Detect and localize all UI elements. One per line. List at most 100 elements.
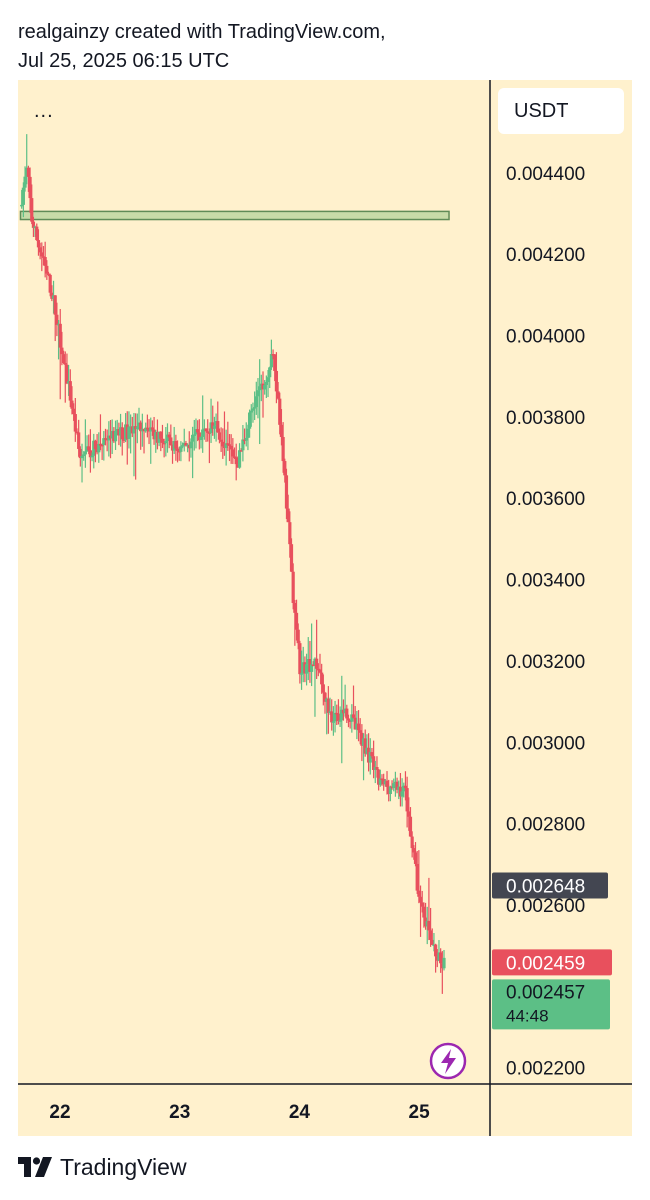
candle-body[interactable] <box>139 422 143 432</box>
candle-body[interactable] <box>65 364 69 384</box>
candle-body[interactable] <box>326 698 330 713</box>
candle-body[interactable] <box>392 783 396 789</box>
candle-body[interactable] <box>288 522 292 545</box>
candle-body[interactable] <box>383 780 387 785</box>
candle-body[interactable] <box>90 455 94 458</box>
candle-body[interactable] <box>400 791 404 797</box>
candle-body[interactable] <box>174 441 178 449</box>
candle-body[interactable] <box>221 441 225 447</box>
candle-body[interactable] <box>398 786 403 797</box>
candle-body[interactable] <box>232 456 237 458</box>
candle-body[interactable] <box>108 435 113 439</box>
candle-body[interactable] <box>212 425 217 429</box>
candle-body[interactable] <box>385 780 389 787</box>
candle-body[interactable] <box>289 544 294 572</box>
candle-body[interactable] <box>291 571 295 604</box>
candle-body[interactable] <box>351 714 356 718</box>
candle-body[interactable] <box>155 431 160 443</box>
candle-body[interactable] <box>412 848 416 853</box>
candle-body[interactable] <box>197 432 201 441</box>
candle-body[interactable] <box>40 252 44 257</box>
candle-body[interactable] <box>129 426 133 428</box>
candle-body[interactable] <box>244 437 248 441</box>
candle-body[interactable] <box>318 669 322 673</box>
candle-body[interactable] <box>425 920 429 927</box>
candle-body[interactable] <box>368 752 372 763</box>
candle-body[interactable] <box>144 427 148 432</box>
candle-body[interactable] <box>61 354 66 364</box>
candle-body[interactable] <box>328 711 332 713</box>
candle-body[interactable] <box>113 430 118 442</box>
candle-body[interactable] <box>395 781 399 790</box>
candle-body[interactable] <box>268 367 272 378</box>
candle-body[interactable] <box>264 381 268 385</box>
candle-body[interactable] <box>310 664 314 672</box>
candle-body[interactable] <box>346 718 351 721</box>
candle-body[interactable] <box>316 668 320 671</box>
candle-body[interactable] <box>82 454 86 457</box>
candle-body[interactable] <box>216 421 220 433</box>
candle-body[interactable] <box>118 427 123 436</box>
candle-body[interactable] <box>206 431 210 433</box>
candle-body[interactable] <box>293 603 297 613</box>
candle-body[interactable] <box>393 781 397 784</box>
candle-body[interactable] <box>192 434 196 436</box>
candle-body[interactable] <box>43 257 47 266</box>
candle-body[interactable] <box>31 221 36 228</box>
candle-body[interactable] <box>363 738 367 754</box>
price-chart[interactable]: 0.004400 0.004200 0.004000 0.003800 0.003600… <box>18 80 632 1136</box>
candle-body[interactable] <box>92 440 96 456</box>
candle-body[interactable] <box>137 422 141 427</box>
candle-body[interactable] <box>366 747 371 763</box>
candle-body[interactable] <box>184 442 188 446</box>
candle-body[interactable] <box>234 457 238 465</box>
candle-body[interactable] <box>390 786 394 789</box>
candle-body[interactable] <box>130 426 134 434</box>
candle-body[interactable] <box>311 664 315 666</box>
candle-body[interactable] <box>145 427 149 430</box>
candle-body[interactable] <box>397 786 401 790</box>
candle-body[interactable] <box>211 422 215 429</box>
candle-body[interactable] <box>320 672 324 685</box>
candle-body[interactable] <box>191 434 195 442</box>
candle-body[interactable] <box>209 422 213 433</box>
candle-body[interactable] <box>356 723 361 731</box>
candle-body[interactable] <box>323 692 327 702</box>
candle-body[interactable] <box>343 708 347 714</box>
candle-body[interactable] <box>25 167 29 177</box>
candle-body[interactable] <box>278 398 282 425</box>
candle-body[interactable] <box>258 386 262 391</box>
candle-body[interactable] <box>407 811 411 817</box>
candle-body[interactable] <box>160 438 165 443</box>
candle-body[interactable] <box>182 442 186 446</box>
candle-body[interactable] <box>306 659 310 665</box>
candle-body[interactable] <box>23 176 27 188</box>
candle-body[interactable] <box>127 426 131 439</box>
candle-body[interactable] <box>35 226 39 241</box>
candle-body[interactable] <box>313 658 317 665</box>
candle-body[interactable] <box>231 449 235 457</box>
candle-body[interactable] <box>85 446 89 452</box>
candle-body[interactable] <box>30 198 34 222</box>
candle-body[interactable] <box>100 444 104 447</box>
candle-body[interactable] <box>196 429 200 433</box>
candle-body[interactable] <box>75 431 79 434</box>
candle-body[interactable] <box>273 354 277 371</box>
chart-panel[interactable]: 0.004400 0.004200 0.004000 0.003800 0.003600… <box>18 80 632 1136</box>
candle-body[interactable] <box>177 450 181 453</box>
candle-body[interactable] <box>83 451 87 455</box>
candle-body[interactable] <box>72 408 76 415</box>
candle-body[interactable] <box>239 450 243 452</box>
candle-body[interactable] <box>249 410 253 413</box>
candle-body[interactable] <box>180 445 185 447</box>
candle-body[interactable] <box>229 445 233 450</box>
candle-body[interactable] <box>428 930 433 940</box>
candle-body[interactable] <box>199 436 203 441</box>
candle-body[interactable] <box>147 429 151 432</box>
candle-body[interactable] <box>338 720 342 722</box>
candle-body[interactable] <box>63 363 67 365</box>
candle-body[interactable] <box>140 429 144 432</box>
candle-body[interactable] <box>169 437 173 446</box>
candle-body[interactable] <box>67 381 71 384</box>
candle-body[interactable] <box>48 274 52 293</box>
